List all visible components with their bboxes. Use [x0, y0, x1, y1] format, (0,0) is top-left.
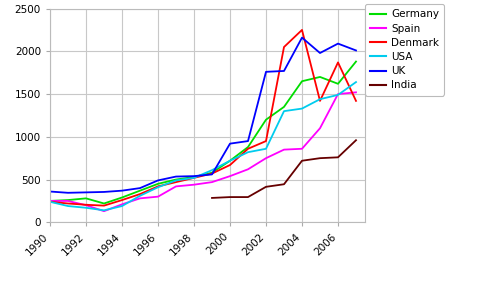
Legend: Germany, Spain, Denmark, USA, UK, India: Germany, Spain, Denmark, USA, UK, India	[365, 4, 444, 95]
